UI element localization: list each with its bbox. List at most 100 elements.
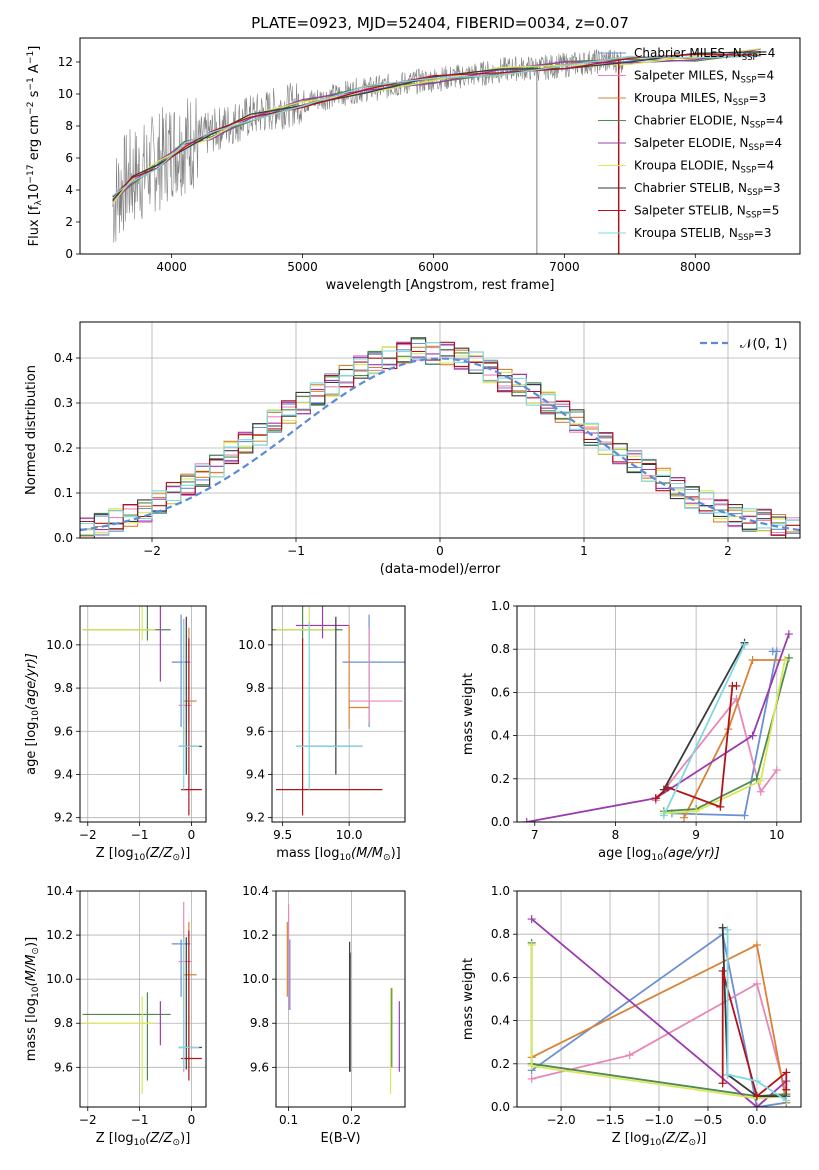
mass-weight-marker bbox=[716, 802, 725, 811]
legend-label: Salpeter ELODIE, N bbox=[634, 136, 748, 150]
x-tick-label: −2 bbox=[143, 544, 161, 558]
mass-weight-marker bbox=[782, 1068, 791, 1077]
x-tick-label: 0 bbox=[188, 1113, 196, 1127]
y-axis-label-part: (age/yr)] bbox=[24, 653, 39, 710]
mass-weight-marker bbox=[752, 1092, 761, 1101]
legend-sub: SSP bbox=[747, 188, 763, 198]
x-tick-label: 9 bbox=[692, 828, 700, 842]
axes-frame bbox=[516, 605, 802, 823]
mass-weight-marker bbox=[772, 766, 781, 775]
x-axis-label-part: ⊙ bbox=[173, 1138, 181, 1148]
legend-entry: Chabrier STELIB, NSSP=3 bbox=[634, 181, 781, 198]
y-tick-label: 10.0 bbox=[46, 972, 73, 986]
mass-weight-marker bbox=[740, 640, 749, 649]
residual-legend: 𝒩(0, 1) bbox=[700, 337, 787, 352]
y-tick-label: 0.0 bbox=[491, 1100, 510, 1114]
x-tick-label: 6000 bbox=[418, 260, 449, 274]
y-tick-label: 9.8 bbox=[54, 1016, 73, 1030]
x-axis-label-part: )] bbox=[180, 846, 190, 861]
mass-weight-marker bbox=[527, 915, 536, 924]
y-axis-label-part: s bbox=[27, 90, 42, 101]
y-axis-label-part: mass weight bbox=[461, 958, 476, 1040]
legend-sub: SSP bbox=[741, 76, 757, 86]
y-axis-label: Flux [fλ10−17 erg cm−2 s−1 A−1] bbox=[26, 46, 44, 247]
y-axis-label-part: λ bbox=[34, 200, 44, 206]
y-axis-label-part: mass [log bbox=[24, 998, 39, 1061]
x-tick-label: −1.0 bbox=[644, 1113, 673, 1127]
x-tick-label: 8000 bbox=[680, 260, 711, 274]
mass-weight-marker bbox=[663, 783, 672, 792]
mass-weight-series bbox=[655, 696, 778, 801]
legend-n: =4 bbox=[766, 114, 784, 128]
x-tick-label: −1 bbox=[131, 1113, 149, 1127]
mass-weight-marker bbox=[782, 1096, 791, 1105]
legend-n: =3 bbox=[749, 91, 767, 105]
x-tick-label: 5000 bbox=[287, 260, 318, 274]
panel-mass-vs-Z: −2 −1 09.69.810.010.210.4Z [log10(Z/Z⊙)]ma… bbox=[24, 884, 207, 1148]
legend-n: =4 bbox=[756, 69, 774, 83]
y-tick-label: 9.6 bbox=[54, 724, 73, 738]
x-axis-label: Z [log10(Z/Z⊙)] bbox=[96, 846, 191, 863]
y-tick-label: 0.2 bbox=[54, 441, 73, 455]
y-tick-label: 9.4 bbox=[246, 767, 265, 781]
x-tick-label: −0.5 bbox=[693, 1113, 722, 1127]
x-axis-label: age [log10(age/yr)] bbox=[598, 846, 720, 863]
mass-weight-marker bbox=[527, 1074, 536, 1083]
y-axis-label-part: −2 bbox=[26, 102, 36, 115]
axes-frame bbox=[271, 605, 406, 823]
x-tick-label: −1.5 bbox=[595, 1113, 624, 1127]
y-tick-label: 0.8 bbox=[491, 642, 510, 656]
legend-sub: SSP bbox=[742, 53, 758, 63]
y-axis-label-part: 10 bbox=[27, 184, 42, 201]
legend-sub: SSP bbox=[748, 143, 764, 153]
x-tick-label: 0.2 bbox=[342, 1113, 361, 1127]
y-tick-label: 2 bbox=[65, 215, 73, 229]
mass-weight-marker bbox=[659, 811, 668, 820]
y-tick-label: 0.6 bbox=[491, 970, 510, 984]
y-axis-label: mass [log10(M/M⊙)] bbox=[24, 937, 41, 1061]
x-axis-label-part: (age/yr)] bbox=[663, 846, 720, 861]
mass-weight-marker bbox=[756, 776, 765, 785]
legend-label: Chabrier MILES, N bbox=[634, 46, 742, 60]
y-axis-label-part: age [log bbox=[24, 722, 39, 775]
y-tick-label: 10.0 bbox=[46, 638, 73, 652]
y-tick-label: 10 bbox=[58, 87, 73, 101]
y-tick-label: 9.6 bbox=[54, 1060, 73, 1074]
legend-entry: Salpeter STELIB, NSSP=5 bbox=[634, 204, 779, 221]
y-tick-label: 0.6 bbox=[491, 685, 510, 699]
x-axis-label: E(B-V) bbox=[320, 1131, 360, 1146]
y-tick-label: 12 bbox=[58, 55, 73, 69]
y-tick-label: 10.0 bbox=[242, 972, 269, 986]
mass-weight-series bbox=[683, 659, 785, 819]
y-tick-label: 0.8 bbox=[491, 927, 510, 941]
mass-weight-marker bbox=[756, 787, 765, 796]
axes-frame bbox=[516, 890, 802, 1108]
plot-area bbox=[80, 337, 800, 538]
mass-weight-series bbox=[526, 633, 790, 822]
mass-weight-marker bbox=[527, 1061, 536, 1070]
x-tick-label: −1 bbox=[287, 544, 305, 558]
legend-sub: SSP bbox=[746, 211, 762, 221]
mass-weight-marker bbox=[752, 941, 761, 949]
x-tick-label: 7000 bbox=[549, 260, 580, 274]
y-tick-label: 1.0 bbox=[491, 599, 510, 613]
x-tick-label: 10 bbox=[769, 828, 784, 842]
y-tick-label: 10.2 bbox=[46, 928, 73, 942]
x-tick-label: 0 bbox=[188, 828, 196, 842]
mass-weight-marker bbox=[752, 1103, 761, 1107]
mass-weight-marker bbox=[522, 818, 531, 822]
x-tick-label: 4000 bbox=[156, 260, 187, 274]
y-tick-label: 9.4 bbox=[54, 767, 73, 781]
normal-curve bbox=[80, 357, 800, 532]
y-tick-label: 9.6 bbox=[250, 1060, 269, 1074]
x-axis-label: mass [log10(M/M⊙)] bbox=[276, 846, 400, 863]
y-axis-label-part: −1 bbox=[26, 51, 36, 64]
y-axis-label-part: 10 bbox=[31, 986, 41, 998]
legend-label: Kroupa MILES, N bbox=[634, 91, 733, 105]
x-tick-label: −2.0 bbox=[546, 1113, 575, 1127]
x-axis-label-part: (M/M bbox=[351, 846, 383, 861]
x-axis-label-part: )] bbox=[391, 846, 401, 861]
y-axis-label-part: ⊙ bbox=[31, 947, 41, 955]
